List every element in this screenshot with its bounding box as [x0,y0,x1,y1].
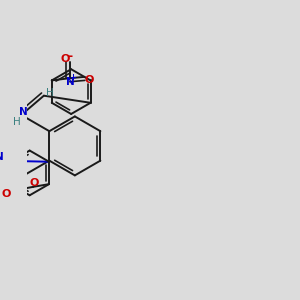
Text: H: H [46,88,54,98]
Text: N: N [0,152,4,162]
Text: N: N [66,77,75,87]
Text: O: O [30,178,39,188]
Text: +: + [69,73,76,82]
Text: O: O [61,54,70,64]
Text: -: - [68,50,73,63]
Text: H: H [13,117,20,127]
Text: O: O [85,75,94,85]
Text: N: N [20,107,28,117]
Text: O: O [2,189,11,199]
